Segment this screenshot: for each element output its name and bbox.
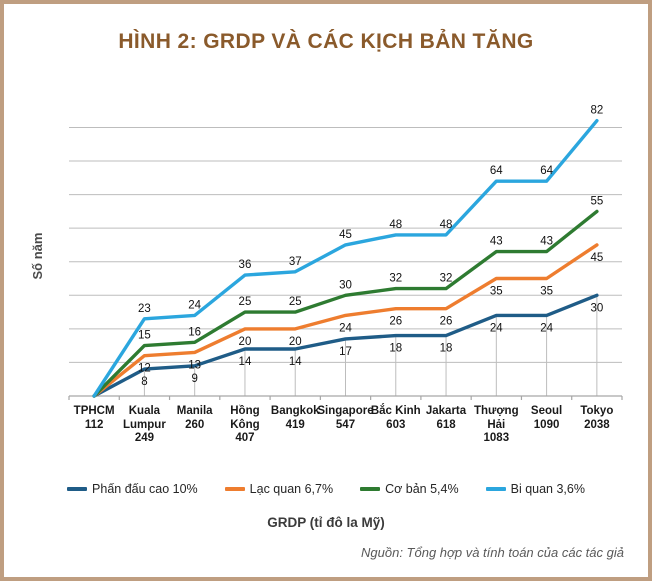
legend-label: Lạc quan 6,7% [249, 482, 334, 496]
data-point-label: 26 [440, 316, 453, 328]
legend-item: Phấn đấu cao 10% [67, 482, 198, 496]
data-point-label: 82 [590, 105, 603, 117]
data-point-label: 16 [188, 326, 201, 338]
data-point-label: 15 [138, 330, 151, 342]
data-point-label: 24 [490, 322, 503, 334]
data-point-label: 55 [590, 195, 603, 207]
legend-item: Lạc quan 6,7% [224, 482, 334, 496]
data-point-label: 45 [339, 229, 352, 241]
data-point-label: 35 [490, 286, 503, 298]
data-point-label: 45 [590, 252, 603, 264]
data-point-label: 9 [191, 373, 197, 385]
data-point-label: 43 [540, 236, 553, 248]
line-chart-plot-area: 8 9 14 14 17 18 18 24 24 30 12 13 20 20 24 26 26 35 35 45 15… [68, 105, 623, 400]
data-point-label: 13 [188, 359, 201, 371]
series-line [92, 118, 599, 398]
legend-label: Phấn đấu cao 10% [92, 482, 198, 496]
data-point-label: 64 [490, 165, 503, 177]
data-point-label: 14 [289, 356, 302, 368]
legend-item: Cơ bản 5,4% [360, 482, 459, 496]
data-point-label: 30 [339, 279, 352, 291]
data-point-label: 18 [389, 343, 402, 355]
data-point-label: 48 [389, 219, 402, 231]
data-point-label: 32 [389, 273, 402, 285]
data-point-label: 20 [239, 336, 252, 348]
chart-legend: Phấn đấu cao 10% Lạc quan 6,7% Cơ bản 5,4%… [4, 482, 648, 496]
data-point-label: 12 [138, 363, 151, 375]
data-point-label: 35 [540, 286, 553, 298]
data-point-label: 48 [440, 219, 453, 231]
data-point-label: 8 [141, 376, 147, 388]
data-point-label: 14 [239, 356, 252, 368]
figure-title: HÌNH 2: GRDP VÀ CÁC KỊCH BẢN TĂNG [118, 30, 534, 53]
series-line [92, 209, 599, 398]
data-point-label: 20 [289, 336, 302, 348]
legend-line-marker-icon [485, 487, 506, 491]
data-point-label: 36 [239, 259, 252, 271]
data-point-label: 17 [339, 346, 352, 358]
data-point-label: 32 [440, 273, 453, 285]
legend-label: Bi quan 3,6% [510, 482, 585, 496]
legend-line-marker-icon [224, 487, 245, 491]
data-point-label: 18 [440, 343, 453, 355]
legend-line-marker-icon [360, 487, 381, 491]
data-point-label: 24 [339, 322, 352, 334]
x-axis-title: GRDP (tỉ đô la Mỹ) [267, 515, 385, 530]
legend-item: Bi quan 3,6% [485, 482, 585, 496]
legend-label: Cơ bản 5,4% [385, 482, 459, 496]
series-line [92, 243, 599, 398]
data-point-label: 43 [490, 236, 503, 248]
data-point-label: 37 [289, 256, 302, 268]
data-point-label: 26 [389, 316, 402, 328]
legend-line-marker-icon [67, 487, 88, 491]
source-note: Nguồn: Tổng hợp và tính toán của các tác… [361, 545, 624, 560]
data-point-label: 30 [590, 302, 603, 314]
data-point-label: 64 [540, 165, 553, 177]
data-point-label: 25 [239, 296, 252, 308]
data-point-label: 25 [289, 296, 302, 308]
data-point-label: 24 [188, 299, 201, 311]
data-point-label: 24 [540, 322, 553, 334]
data-point-label: 23 [138, 303, 151, 315]
series-line [92, 293, 599, 398]
